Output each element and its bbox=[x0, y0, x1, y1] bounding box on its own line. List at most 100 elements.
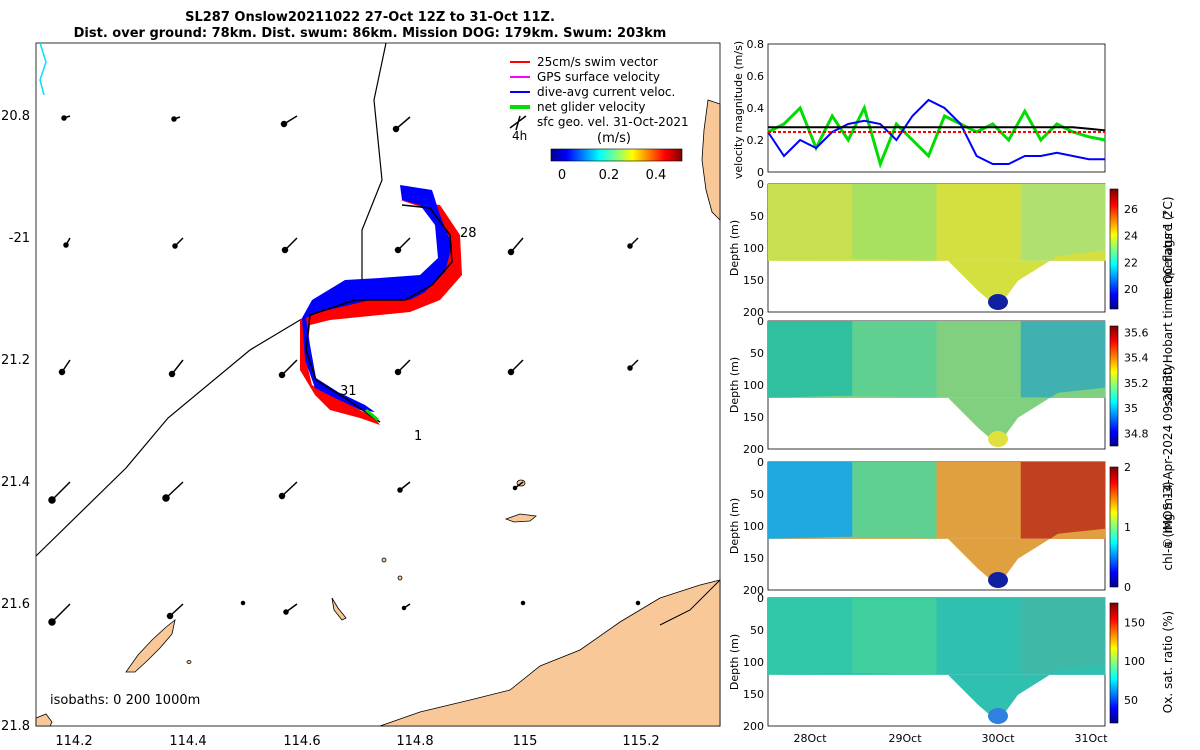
colorbar-tick: 2 bbox=[1124, 461, 1131, 474]
heatmap-colorbar bbox=[1109, 325, 1119, 447]
day-label: 31 bbox=[340, 384, 357, 399]
day-label: 1 bbox=[414, 429, 422, 444]
island-small-1 bbox=[504, 513, 537, 523]
time-tick: 29Oct bbox=[888, 732, 922, 745]
map-panel: 114.2 114.4 114.6 114.8 115 115.2 20.8 -… bbox=[1, 42, 721, 749]
islet-3 bbox=[397, 575, 403, 581]
heatmap-block bbox=[768, 598, 853, 675]
velocity-arrows bbox=[48, 115, 641, 626]
colorbar-tick: 100 bbox=[1124, 655, 1145, 668]
heatmap-panel: 0 50 100 150 200 Depth (m) 2 1 0 chl-a (mg m-3) bbox=[728, 456, 1175, 597]
time-series-panels: 0.8 0.6 0.4 0.2 0 velocity magnitude (m/… bbox=[728, 38, 1175, 745]
track-swim-vector bbox=[300, 200, 462, 425]
colorbar-tick: 35 bbox=[1124, 402, 1138, 415]
heatmap-block bbox=[852, 184, 937, 261]
map-y-tick: 21.8 bbox=[1, 719, 30, 734]
depth-tick: 50 bbox=[750, 347, 764, 360]
colorbar-tick: 35.6 bbox=[1124, 326, 1149, 339]
island-corner bbox=[35, 713, 53, 727]
legend-label: sfc geo. vel. 31-Oct-2021 bbox=[537, 115, 689, 129]
time-tick: 30Oct bbox=[981, 732, 1015, 745]
legend-label: dive-avg current veloc. bbox=[537, 85, 675, 99]
heatmap-block bbox=[768, 462, 853, 539]
island-small-2 bbox=[331, 597, 347, 621]
depth-tick: 50 bbox=[750, 488, 764, 501]
heatmap-block bbox=[768, 321, 853, 398]
map-y-tick: 21.4 bbox=[1, 475, 30, 490]
depth-tick: 50 bbox=[750, 624, 764, 637]
heatmap-basin bbox=[768, 664, 1105, 722]
depth-tick: 0 bbox=[757, 178, 764, 191]
legend-label: 25cm/s swim vector bbox=[537, 55, 658, 69]
heatmap-colorbar bbox=[1109, 466, 1119, 588]
colorbar-tick: 20 bbox=[1124, 283, 1138, 296]
map-x-tick: 114.4 bbox=[169, 734, 206, 749]
colorbar-tick: 1 bbox=[1124, 521, 1131, 534]
map-x-tick: 114.2 bbox=[55, 734, 92, 749]
colorbar-tick: 24 bbox=[1124, 230, 1138, 243]
map-x-tick: 115 bbox=[513, 734, 538, 749]
island-top-right bbox=[701, 99, 721, 221]
map-y-tick: 21.2 bbox=[1, 353, 30, 368]
depth-tick: 0 bbox=[757, 456, 764, 469]
heatmap-block bbox=[852, 321, 937, 398]
depth-tick: 100 bbox=[743, 379, 764, 392]
heatmap-basin bbox=[768, 250, 1105, 308]
colorbar-tick: 35.4 bbox=[1124, 352, 1149, 365]
time-axis: 28Oct 29Oct 30Oct 31Oct bbox=[793, 732, 1108, 745]
heatmap-ylabel: Depth (m) bbox=[728, 220, 741, 276]
colorbar-tick: 150 bbox=[1124, 616, 1145, 629]
heatmap-block bbox=[852, 598, 937, 675]
time-tick: 28Oct bbox=[793, 732, 827, 745]
depth-tick: 0 bbox=[757, 315, 764, 328]
colorbar-tick: 35.2 bbox=[1124, 377, 1149, 390]
heatmap-panel: 0 50 100 150 200 Depth (m) 35.6 35.4 35.2 35 34.8 s… bbox=[728, 315, 1175, 456]
heatmap-ylabel: Depth (m) bbox=[728, 634, 741, 690]
heatmap-block bbox=[936, 462, 1022, 539]
depth-tick: 100 bbox=[743, 242, 764, 255]
vel-y-tick: 0.6 bbox=[747, 70, 765, 83]
depth-tick: 150 bbox=[743, 411, 764, 424]
credit-text: © IMOS 14-Apr-2024 09:28:30 Hobart time.… bbox=[1161, 210, 1175, 550]
heatmap-block bbox=[852, 462, 937, 539]
coastline-land bbox=[379, 579, 721, 727]
chart-title-line2: Dist. over ground: 78km. Dist. swum: 86k… bbox=[73, 26, 667, 41]
legend-label: net glider velocity bbox=[537, 100, 645, 114]
depth-tick: 0 bbox=[757, 592, 764, 605]
heatmap-block bbox=[1020, 184, 1106, 261]
island-left bbox=[125, 618, 176, 673]
day-label: 28 bbox=[460, 226, 477, 241]
legend-label: GPS surface velocity bbox=[537, 70, 660, 84]
cyan-contour bbox=[39, 42, 47, 96]
velocity-series-line bbox=[767, 98, 1105, 165]
vel-y-tick: 0.2 bbox=[747, 134, 765, 147]
chart-title-line1: SL287 Onslow20211022 27-Oct 12Z to 31-Oc… bbox=[185, 10, 555, 25]
map-y-ticks: 20.8 -21 21.2 21.4 21.6 21.8 bbox=[1, 109, 30, 734]
colorbar-label: chl-a (mg m-3) bbox=[1161, 481, 1175, 570]
map-x-ticks: 114.2 114.4 114.6 114.8 115 115.2 bbox=[55, 734, 659, 749]
colorbar-tick: 50 bbox=[1124, 694, 1138, 707]
heatmap-panel: 0 50 100 150 200 Depth (m) 26 24 22 20 temperature… bbox=[728, 178, 1175, 319]
vel-y-tick: 0.4 bbox=[747, 102, 765, 115]
vel-y-tick: 0 bbox=[757, 166, 764, 179]
heatmap-colorbar bbox=[1109, 602, 1119, 724]
colorbar-tick: 22 bbox=[1124, 256, 1138, 269]
heatmap-block bbox=[936, 598, 1022, 675]
heatmap-deep-spot bbox=[988, 572, 1008, 588]
heatmap-block bbox=[1020, 598, 1106, 675]
heatmap-deep-spot bbox=[988, 708, 1008, 724]
depth-tick: 150 bbox=[743, 688, 764, 701]
depth-tick: 50 bbox=[750, 210, 764, 223]
heatmap-block bbox=[936, 321, 1022, 398]
velocity-panel: 0.8 0.6 0.4 0.2 0 velocity magnitude (m/… bbox=[732, 38, 1106, 179]
islet-4 bbox=[186, 660, 192, 664]
colorbar-tick: 0.4 bbox=[646, 168, 667, 183]
depth-tick: 100 bbox=[743, 520, 764, 533]
map-y-tick: -21 bbox=[9, 231, 30, 246]
colorbar-label: salinity bbox=[1161, 363, 1175, 406]
map-y-tick: 20.8 bbox=[1, 109, 30, 124]
depth-tick: 150 bbox=[743, 552, 764, 565]
heatmap-deep-spot bbox=[988, 431, 1008, 447]
heatmap-block bbox=[768, 184, 853, 261]
